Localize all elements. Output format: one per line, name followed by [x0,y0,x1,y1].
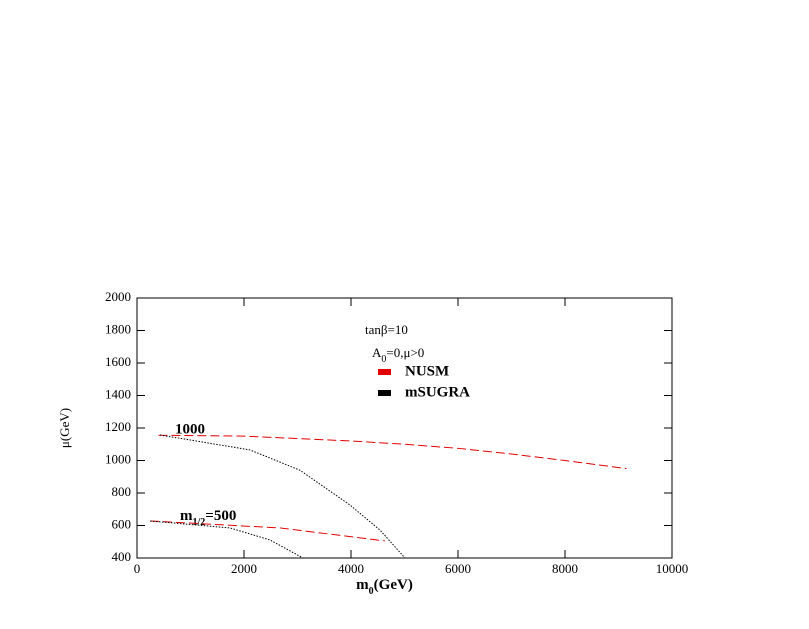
y-tick-label: 400 [112,549,132,564]
annotation: m1/2=500 [180,508,236,527]
legend-label: mSUGRA [405,384,470,400]
x-axis-label: m0(GeV) [356,577,413,596]
y-tick-label: 800 [112,484,132,499]
legend-label: NUSM [405,363,449,379]
legend-swatch [378,390,391,396]
x-tick-label: 6000 [445,561,471,576]
x-tick-label: 4000 [338,561,364,576]
x-tick-label: 0 [134,561,141,576]
series-line [149,520,304,559]
series-line [159,434,406,559]
x-axis-label-part: 0 [369,586,374,597]
y-tick-label: 1600 [105,354,131,369]
annotation-part: 0 [381,354,386,365]
x-axis-label-part: (GeV) [374,577,413,593]
x-tick-label: 8000 [552,561,578,576]
annotation: tanβ=10 [365,322,408,337]
annotation-part: 1/2 [193,517,206,528]
series-line [149,520,386,542]
y-tick-label: 600 [112,516,132,531]
x-axis-label-part: m [356,577,369,593]
x-tick-label: 2000 [231,561,257,576]
y-tick-label: 1400 [105,386,131,401]
series-line [158,434,627,470]
annotation-part: m [180,508,193,524]
x-tick-label: 10000 [656,561,689,576]
y-axis-label: μ(GeV) [57,408,72,448]
y-tick-label: 1000 [105,451,131,466]
annotation-part: =500 [205,508,236,524]
y-tick-label: 2000 [105,289,131,304]
y-tick-label: 1800 [105,321,131,336]
annotation: 1000 [175,421,205,437]
annotation: A0=0,μ>0 [372,345,424,365]
legend-swatch [378,369,391,375]
y-tick-label: 1200 [105,419,131,434]
annotation-part: A [372,345,382,360]
annotation-part: =0,μ>0 [386,345,424,360]
